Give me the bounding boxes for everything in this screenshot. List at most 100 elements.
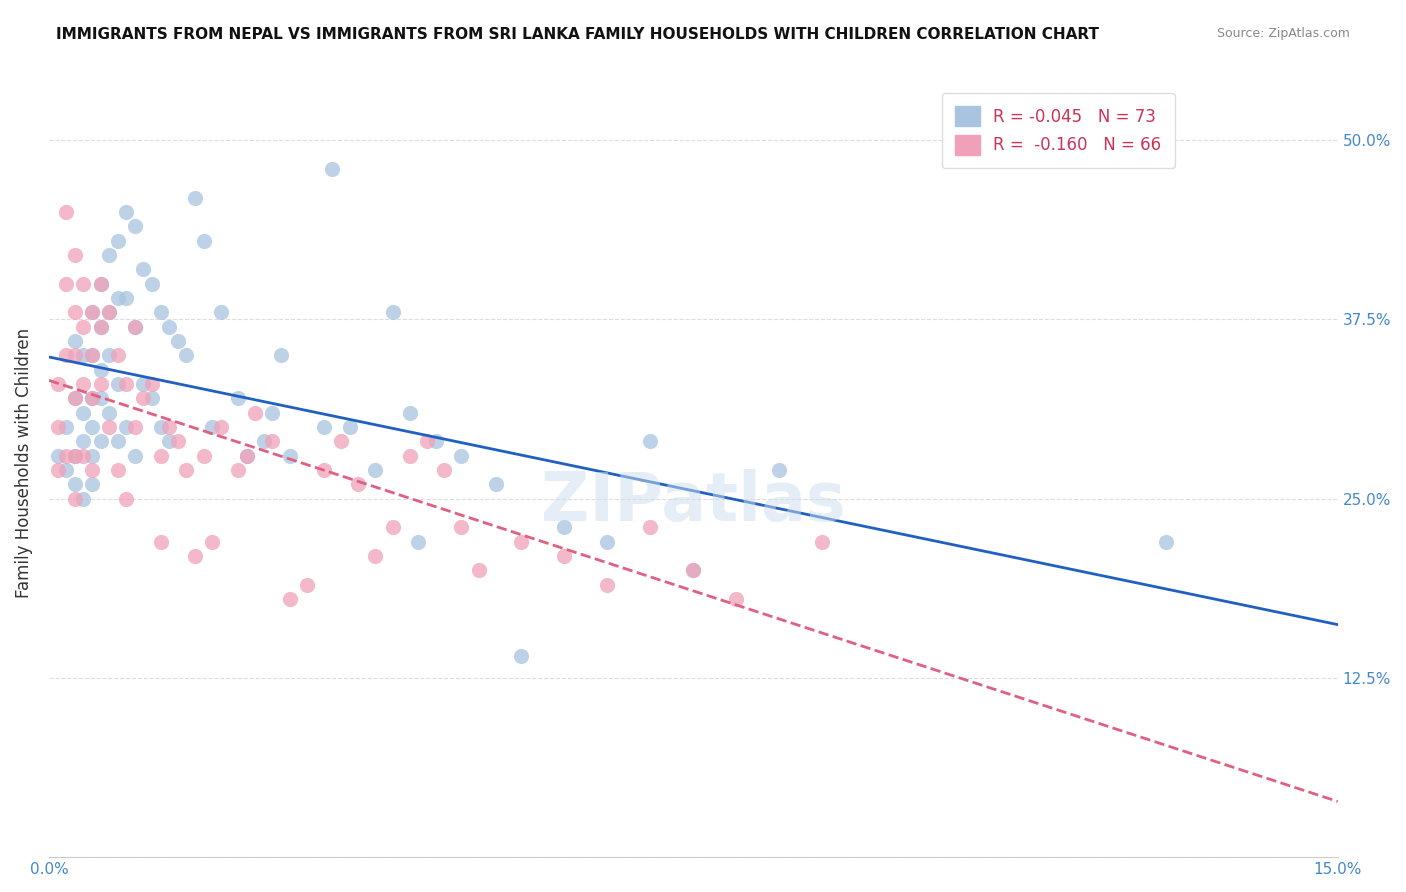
- Point: [398, 449, 420, 463]
- Point: [262, 434, 284, 449]
- Point: [381, 305, 404, 319]
- Point: [364, 463, 387, 477]
- Point: [55, 449, 77, 463]
- Point: [339, 420, 361, 434]
- Point: [193, 449, 215, 463]
- Point: [226, 463, 249, 477]
- Point: [98, 348, 121, 362]
- Point: [80, 305, 103, 319]
- Point: [55, 277, 77, 291]
- Point: [80, 348, 103, 362]
- Point: [89, 362, 111, 376]
- Point: [72, 319, 94, 334]
- Point: [46, 420, 69, 434]
- Point: [115, 420, 138, 434]
- Point: [72, 348, 94, 362]
- Point: [811, 534, 834, 549]
- Point: [63, 477, 86, 491]
- Point: [1154, 534, 1177, 549]
- Point: [176, 463, 198, 477]
- Point: [235, 449, 257, 463]
- Point: [184, 549, 207, 563]
- Point: [46, 463, 69, 477]
- Y-axis label: Family Households with Children: Family Households with Children: [15, 327, 32, 598]
- Point: [98, 248, 121, 262]
- Point: [278, 449, 301, 463]
- Point: [63, 348, 86, 362]
- Point: [450, 449, 472, 463]
- Point: [209, 420, 232, 434]
- Point: [98, 406, 121, 420]
- Point: [89, 319, 111, 334]
- Point: [89, 392, 111, 406]
- Point: [80, 305, 103, 319]
- Point: [510, 534, 533, 549]
- Point: [63, 392, 86, 406]
- Point: [157, 319, 180, 334]
- Text: Source: ZipAtlas.com: Source: ZipAtlas.com: [1216, 27, 1350, 40]
- Point: [124, 219, 146, 234]
- Point: [262, 406, 284, 420]
- Point: [132, 262, 155, 277]
- Point: [141, 376, 163, 391]
- Point: [725, 592, 748, 607]
- Point: [596, 534, 619, 549]
- Point: [89, 319, 111, 334]
- Point: [80, 420, 103, 434]
- Point: [115, 491, 138, 506]
- Point: [149, 420, 172, 434]
- Point: [235, 449, 257, 463]
- Point: [510, 649, 533, 664]
- Point: [141, 277, 163, 291]
- Point: [596, 578, 619, 592]
- Point: [72, 434, 94, 449]
- Point: [193, 234, 215, 248]
- Point: [107, 376, 129, 391]
- Point: [132, 376, 155, 391]
- Point: [312, 420, 335, 434]
- Point: [640, 520, 662, 534]
- Point: [124, 319, 146, 334]
- Point: [46, 376, 69, 391]
- Point: [80, 392, 103, 406]
- Point: [416, 434, 439, 449]
- Point: [132, 392, 155, 406]
- Point: [124, 319, 146, 334]
- Point: [98, 305, 121, 319]
- Point: [201, 420, 224, 434]
- Point: [72, 491, 94, 506]
- Point: [157, 420, 180, 434]
- Point: [433, 463, 456, 477]
- Point: [408, 534, 430, 549]
- Point: [107, 348, 129, 362]
- Text: IMMIGRANTS FROM NEPAL VS IMMIGRANTS FROM SRI LANKA FAMILY HOUSEHOLDS WITH CHILDR: IMMIGRANTS FROM NEPAL VS IMMIGRANTS FROM…: [56, 27, 1099, 42]
- Point: [347, 477, 370, 491]
- Point: [209, 305, 232, 319]
- Point: [80, 449, 103, 463]
- Point: [46, 449, 69, 463]
- Point: [184, 190, 207, 204]
- Point: [55, 420, 77, 434]
- Point: [381, 520, 404, 534]
- Point: [63, 491, 86, 506]
- Point: [398, 406, 420, 420]
- Point: [98, 420, 121, 434]
- Point: [166, 334, 188, 348]
- Point: [149, 534, 172, 549]
- Point: [124, 449, 146, 463]
- Point: [141, 392, 163, 406]
- Point: [157, 434, 180, 449]
- Point: [243, 406, 266, 420]
- Point: [253, 434, 276, 449]
- Point: [166, 434, 188, 449]
- Point: [80, 392, 103, 406]
- Point: [89, 434, 111, 449]
- Point: [312, 463, 335, 477]
- Point: [72, 449, 94, 463]
- Point: [63, 449, 86, 463]
- Point: [72, 376, 94, 391]
- Point: [63, 334, 86, 348]
- Point: [107, 234, 129, 248]
- Point: [80, 463, 103, 477]
- Point: [107, 434, 129, 449]
